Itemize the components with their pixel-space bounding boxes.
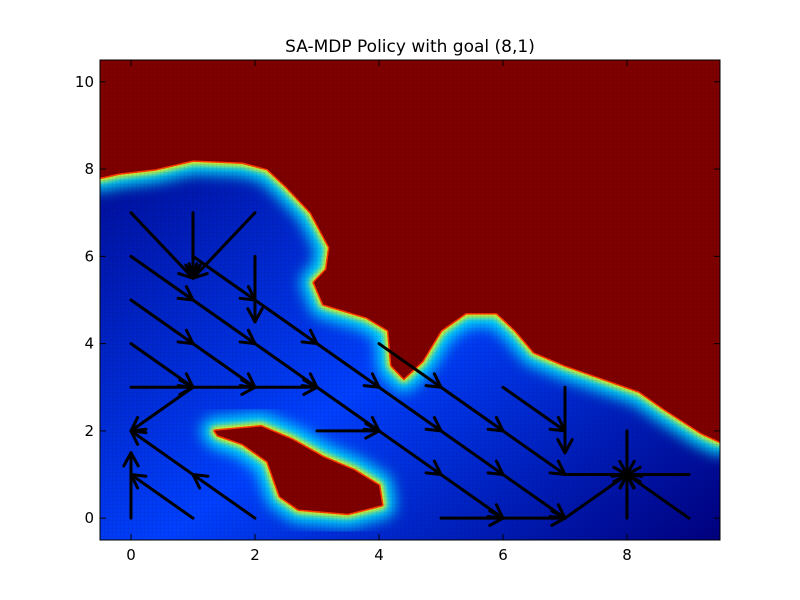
policy-arrow-shaft xyxy=(129,298,195,346)
policy-arrow-head xyxy=(129,473,148,490)
policy-arrow-head xyxy=(191,262,209,280)
policy-arrow-shaft xyxy=(377,342,443,389)
policy-arrow-shaft xyxy=(129,254,195,302)
policy-arrow-head xyxy=(625,473,644,490)
policy-arrow-shaft xyxy=(191,211,257,280)
policy-arrow-shaft xyxy=(191,254,257,302)
policy-arrow xyxy=(122,451,140,520)
y-tick-label: 10 xyxy=(75,73,94,91)
policy-arrow xyxy=(625,473,691,520)
policy-arrow-shaft xyxy=(129,429,195,477)
policy-arrow-shaft xyxy=(439,385,505,433)
policy-arrow-head xyxy=(122,451,140,468)
x-tick-label: 6 xyxy=(498,546,508,564)
policy-arrow-shaft xyxy=(377,385,443,433)
grid-texture-overlay xyxy=(100,60,720,540)
policy-arrow xyxy=(191,473,257,520)
policy-arrow xyxy=(191,211,257,280)
policy-arrow-shaft xyxy=(439,429,505,477)
policy-arrow-shaft xyxy=(315,342,381,389)
policy-arrow-head xyxy=(129,429,148,446)
policy-arrow xyxy=(129,429,195,477)
x-tick-label: 0 xyxy=(126,546,136,564)
y-tick-label: 0 xyxy=(84,509,94,527)
plot-frame xyxy=(99,59,721,541)
policy-arrow-shaft xyxy=(129,211,195,280)
policy-arrow-shaft xyxy=(129,385,195,433)
policy-arrow-head xyxy=(556,438,574,455)
x-axis: 0 2 4 6 8 xyxy=(126,60,632,564)
policy-arrows xyxy=(122,211,691,527)
y-tick-label: 8 xyxy=(84,160,94,178)
plot-area xyxy=(100,60,720,540)
y-tick-label: 2 xyxy=(84,422,94,440)
y-tick-label: 6 xyxy=(84,247,94,265)
policy-arrow-shaft xyxy=(377,429,443,477)
chart-title: SA-MDP Policy with goal (8,1) xyxy=(285,37,535,57)
y-axis: 0 2 4 6 8 10 xyxy=(75,73,720,527)
policy-arrow-shaft xyxy=(253,298,319,346)
policy-arrow-shaft xyxy=(191,298,257,346)
policy-arrow-head xyxy=(191,473,210,490)
policy-arrow-shaft xyxy=(501,429,567,477)
x-tick-label: 2 xyxy=(250,546,260,564)
x-tick-label: 8 xyxy=(622,546,632,564)
policy-arrow xyxy=(129,473,195,520)
policy-arrow xyxy=(556,385,574,455)
y-tick-label: 4 xyxy=(84,335,94,353)
policy-arrow-shaft xyxy=(625,473,691,520)
policy-arrow xyxy=(246,254,264,324)
policy-arrow-shaft xyxy=(129,473,195,520)
x-tick-label: 4 xyxy=(374,546,384,564)
policy-arrow-head xyxy=(246,307,264,324)
policy-arrow-shaft xyxy=(191,473,257,520)
policy-arrow-shaft xyxy=(501,385,567,433)
